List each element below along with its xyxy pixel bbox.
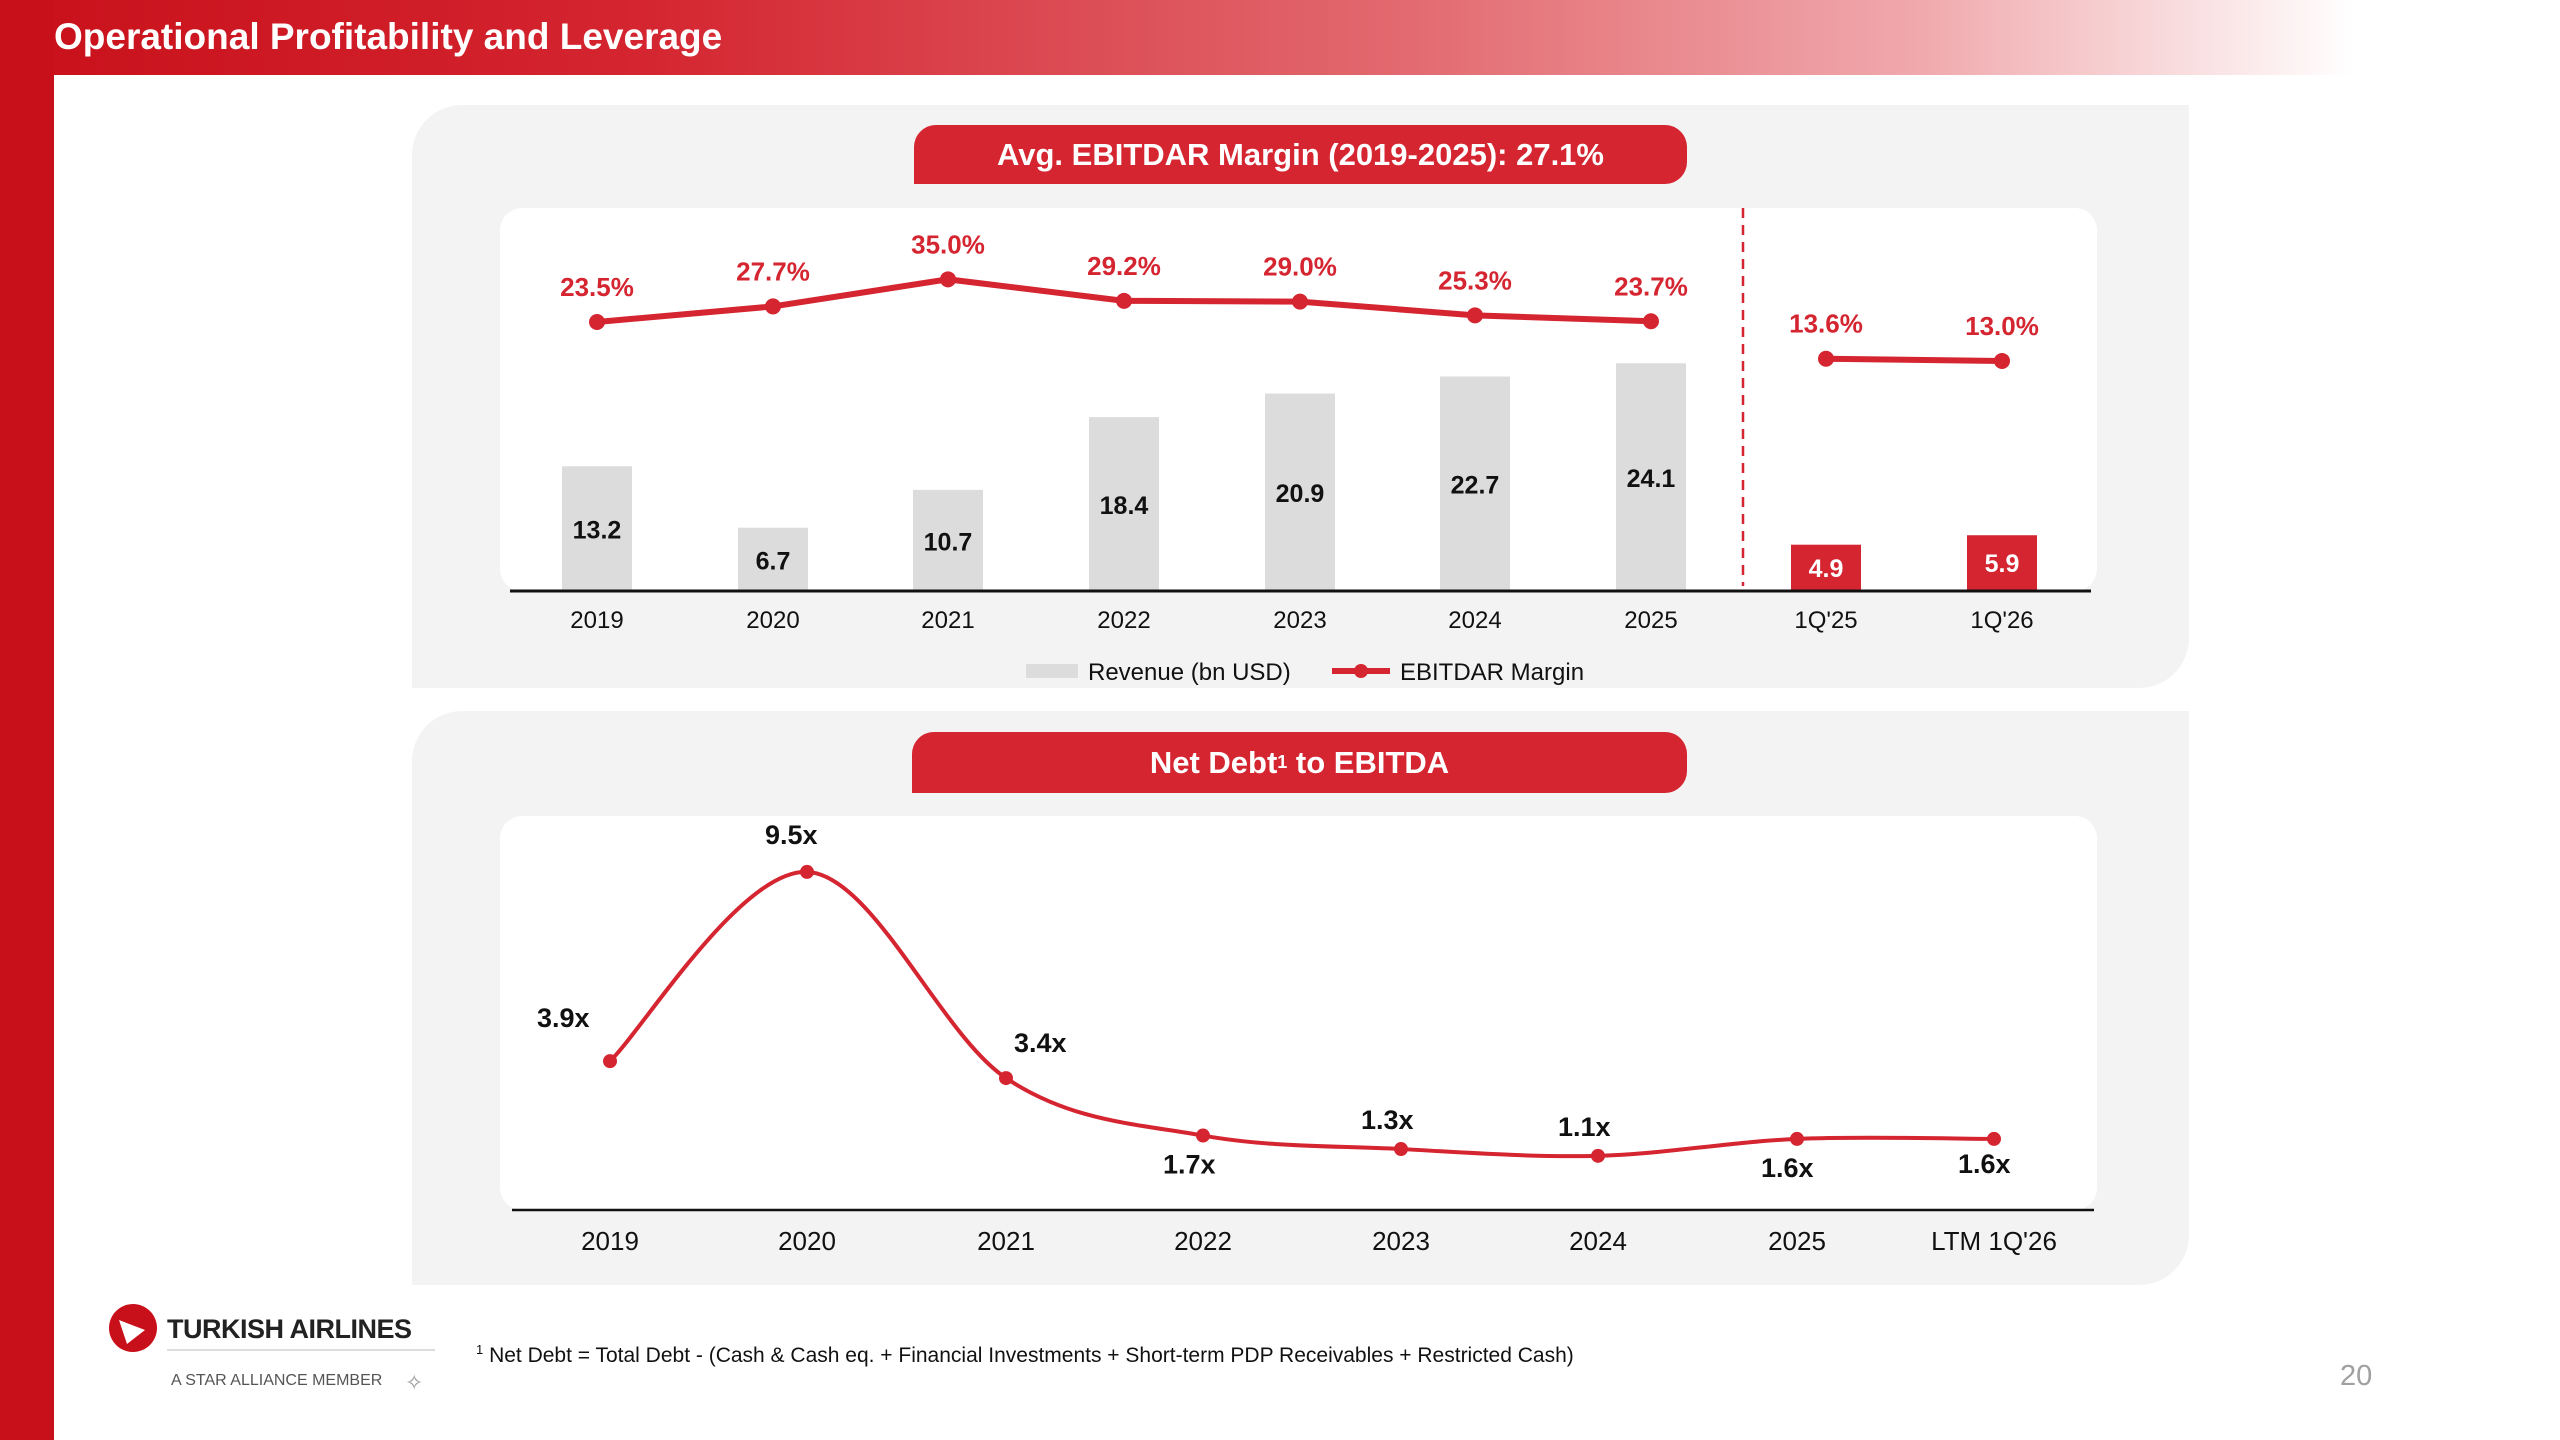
margin-point — [940, 271, 956, 288]
x-tick-label: 2025 — [1768, 1226, 1826, 1256]
net-debt-point — [1196, 1128, 1210, 1143]
net-debt-label: 3.4x — [1014, 1028, 1067, 1058]
net-debt-point — [800, 864, 814, 879]
x-tick-label: 2023 — [1372, 1226, 1430, 1256]
margin-point — [589, 314, 605, 330]
margin-point — [1467, 307, 1483, 324]
title-bar — [0, 0, 2560, 75]
net-debt-point — [1987, 1131, 2001, 1146]
page-number: 20 — [2340, 1360, 2373, 1392]
revenue-label: 5.9 — [1985, 550, 2020, 578]
x-tick-label: 2022 — [1174, 1226, 1232, 1256]
revenue-bar — [562, 466, 632, 591]
net-debt-point — [999, 1071, 1013, 1086]
net-debt-label: 1.1x — [1558, 1112, 1611, 1142]
x-tick-label: 1Q'26 — [1970, 607, 2033, 634]
margin-point — [1116, 292, 1132, 309]
net-debt-label: 1.3x — [1361, 1105, 1414, 1135]
x-tick-label: 2025 — [1624, 607, 1677, 634]
net-debt-label: 1.7x — [1163, 1150, 1216, 1180]
margin-point — [1818, 350, 1834, 367]
x-tick-label: 2021 — [921, 607, 974, 634]
margin-label: 13.0% — [1965, 311, 2039, 341]
net-debt-label: 1.6x — [1761, 1153, 1814, 1183]
title-text: Net Debt — [1149, 744, 1278, 780]
margin-line — [1825, 355, 2003, 364]
legend-revenue-swatch — [1026, 664, 1078, 678]
margin-label: 29.2% — [1087, 251, 1161, 281]
revenue-bar — [913, 489, 983, 591]
net-debt-label: 9.5x — [765, 820, 818, 850]
logo-name: TURKISH AIRLINES — [167, 1314, 412, 1344]
margin-label: 13.6% — [1789, 309, 1863, 339]
star-alliance-icon: ✧ — [405, 1370, 423, 1395]
margin-label: 23.7% — [1614, 271, 1688, 301]
revenue-bar — [1089, 417, 1159, 591]
revenue-label: 22.7 — [1451, 472, 1500, 500]
margin-point — [765, 298, 781, 315]
net-debt-point — [603, 1054, 617, 1069]
net-debt-label: 3.9x — [537, 1003, 590, 1033]
x-tick-label: 2020 — [778, 1226, 836, 1256]
net-debt-point — [1790, 1131, 1804, 1146]
x-tick-label: 2020 — [746, 607, 799, 634]
revenue-bar — [738, 527, 808, 591]
left-accent-strip — [0, 0, 54, 1440]
revenue-label: 13.2 — [573, 517, 622, 545]
revenue-bar — [1791, 544, 1861, 591]
net-debt-point — [1591, 1148, 1605, 1163]
revenue-bar — [1265, 393, 1335, 591]
margin-label: 25.3% — [1438, 265, 1512, 295]
net-debt-point — [1394, 1142, 1408, 1157]
margin-point — [1994, 352, 2010, 369]
logo-graphic: ✧ — [109, 1304, 435, 1395]
net-debt-chart-title: Net Debt 1 to EBITDA — [912, 732, 1687, 793]
revenue-bar — [1967, 535, 2037, 591]
margin-label: 29.0% — [1263, 252, 1337, 282]
x-tick-label: 2021 — [977, 1226, 1035, 1256]
x-tick-label: 2022 — [1097, 607, 1150, 634]
footnote-marker: 1 — [1277, 752, 1288, 772]
footnote-sup: 1 — [476, 1342, 484, 1357]
revenue-label: 6.7 — [756, 547, 791, 575]
logo-tagline: A STAR ALLIANCE MEMBER — [171, 1372, 383, 1389]
revenue-bar — [1616, 363, 1686, 591]
ebitdar-revenue-chart: 13.2 2019 6.7 2020 10.7 2021 18.4 2022 20.9 2023 2… — [510, 208, 2091, 686]
footnote-text: Net Debt = Total Debt - (Cash & Cash eq.… — [483, 1344, 1574, 1367]
revenue-label: 24.1 — [1627, 465, 1676, 493]
legend-margin-marker — [1354, 664, 1368, 678]
net-debt-line — [608, 869, 1995, 1159]
x-tick-label: 2019 — [581, 1226, 639, 1256]
x-tick-label: 2019 — [570, 607, 623, 634]
legend-revenue-label: Revenue (bn USD) — [1088, 659, 1291, 686]
net-debt-ebitda-chart: 3.9x 2019 9.5x 2020 3.4x 2021 1.7x 2022 1.3x 2023… — [512, 820, 2094, 1256]
revenue-label: 10.7 — [924, 528, 973, 556]
margin-label: 27.7% — [736, 256, 810, 286]
legend-margin-label: EBITDAR Margin — [1400, 659, 1584, 686]
revenue-bar — [1440, 376, 1510, 591]
turkish-airlines-logo: ✧ TURKISH AIRLINES A STAR ALLIANCE MEMBE… — [105, 1300, 445, 1400]
title-suffix: to EBITDA — [1287, 744, 1450, 780]
net-debt-label: 1.6x — [1958, 1149, 2011, 1179]
margin-label: 23.5% — [560, 272, 634, 302]
x-tick-label: 2024 — [1448, 607, 1501, 634]
x-tick-label: 1Q'25 — [1794, 607, 1857, 634]
margin-point — [1292, 293, 1308, 310]
x-tick-label: 2023 — [1273, 607, 1326, 634]
x-tick-label: 2024 — [1569, 1226, 1627, 1256]
margin-point — [1643, 313, 1659, 330]
footnote: 1 Net Debt = Total Debt - (Cash & Cash e… — [476, 1342, 1574, 1368]
revenue-label: 20.9 — [1276, 480, 1325, 508]
page-title: Operational Profitability and Leverage — [54, 16, 723, 57]
revenue-label: 18.4 — [1100, 492, 1149, 520]
margin-label: 35.0% — [911, 229, 985, 259]
revenue-label: 4.9 — [1809, 555, 1844, 583]
x-tick-label: LTM 1Q'26 — [1931, 1226, 2057, 1256]
ebitdar-chart-title: Avg. EBITDAR Margin (2019-2025): 27.1% — [914, 125, 1687, 184]
